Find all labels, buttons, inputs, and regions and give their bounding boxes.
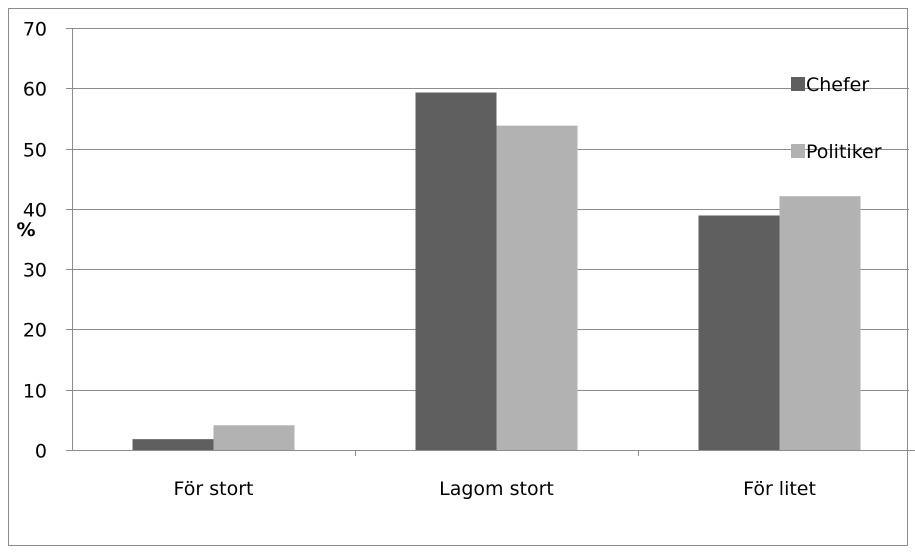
bar-chefer-1 xyxy=(132,439,214,450)
bar-politiker-3 xyxy=(779,196,861,450)
y-tick-label: 40 xyxy=(23,200,47,222)
legend-swatch-politiker xyxy=(791,144,805,158)
legend: Chefer Politiker xyxy=(791,74,882,163)
x-category-label: För litet xyxy=(743,478,816,500)
y-tick-label: 70 xyxy=(23,19,47,41)
legend-label-chefer: Chefer xyxy=(806,74,869,96)
bar-politiker-1 xyxy=(213,425,295,450)
y-tick-label: 30 xyxy=(23,260,47,282)
y-tick-label: 20 xyxy=(23,320,47,342)
bar-chefer-2 xyxy=(415,92,497,451)
y-tick-label: 50 xyxy=(23,140,47,162)
legend-label-politiker: Politiker xyxy=(806,141,882,163)
chart-border xyxy=(8,8,908,546)
bar-chefer-3 xyxy=(698,215,780,450)
bars xyxy=(132,92,861,451)
axes: 0 10 20 30 40 50 60 70 För stort Lagom stort För l… xyxy=(23,19,915,500)
bar-politiker-2 xyxy=(496,125,578,451)
legend-swatch-chefer xyxy=(791,77,805,91)
y-tick-label: 0 xyxy=(35,441,47,463)
x-category-label: Lagom stort xyxy=(439,478,554,500)
y-tick-label: 10 xyxy=(23,381,47,403)
y-tick-label: 60 xyxy=(23,79,47,101)
x-category-label: För stort xyxy=(174,478,254,500)
y-axis-label: % xyxy=(16,219,35,241)
